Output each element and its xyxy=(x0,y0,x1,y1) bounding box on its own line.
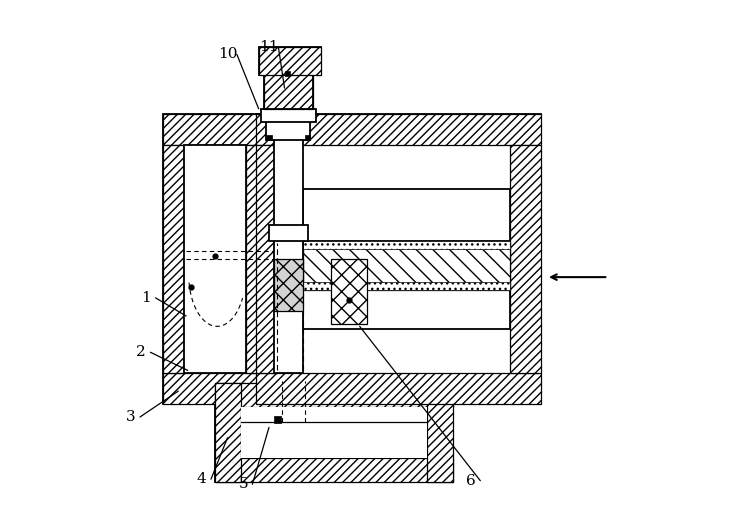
Text: 5: 5 xyxy=(238,477,248,492)
Text: 4: 4 xyxy=(197,472,206,486)
Bar xyxy=(163,114,266,145)
Bar xyxy=(163,373,266,404)
Text: 6: 6 xyxy=(466,473,476,488)
Bar xyxy=(246,145,266,373)
Bar xyxy=(256,114,541,404)
Bar xyxy=(303,241,510,249)
Bar xyxy=(303,241,510,290)
Bar xyxy=(259,47,321,75)
Bar xyxy=(256,145,277,373)
Text: 10: 10 xyxy=(218,47,238,62)
Bar xyxy=(215,383,453,482)
Bar xyxy=(303,290,510,329)
Bar xyxy=(269,225,308,241)
Bar xyxy=(264,73,313,109)
Bar xyxy=(303,282,510,290)
Bar xyxy=(275,259,303,311)
Bar xyxy=(306,135,311,140)
Bar xyxy=(275,109,303,373)
Bar xyxy=(266,114,311,140)
Text: 2: 2 xyxy=(136,345,146,359)
Bar xyxy=(266,135,272,140)
Bar xyxy=(240,407,427,458)
Bar xyxy=(215,458,453,482)
Text: 11: 11 xyxy=(259,39,279,54)
Bar xyxy=(215,383,453,407)
Text: 1: 1 xyxy=(141,291,151,305)
Bar xyxy=(427,383,453,482)
Bar xyxy=(285,71,290,76)
Bar xyxy=(163,145,184,373)
Bar xyxy=(256,373,541,404)
Bar xyxy=(256,114,541,145)
Bar xyxy=(303,189,510,241)
Bar xyxy=(215,383,241,482)
Bar xyxy=(510,145,541,373)
Text: 3: 3 xyxy=(126,410,135,424)
Bar xyxy=(264,73,313,109)
Bar xyxy=(259,47,321,75)
Bar xyxy=(184,145,246,373)
Bar xyxy=(261,109,316,122)
Bar xyxy=(332,259,368,324)
Bar xyxy=(275,416,281,423)
Bar xyxy=(163,114,266,404)
